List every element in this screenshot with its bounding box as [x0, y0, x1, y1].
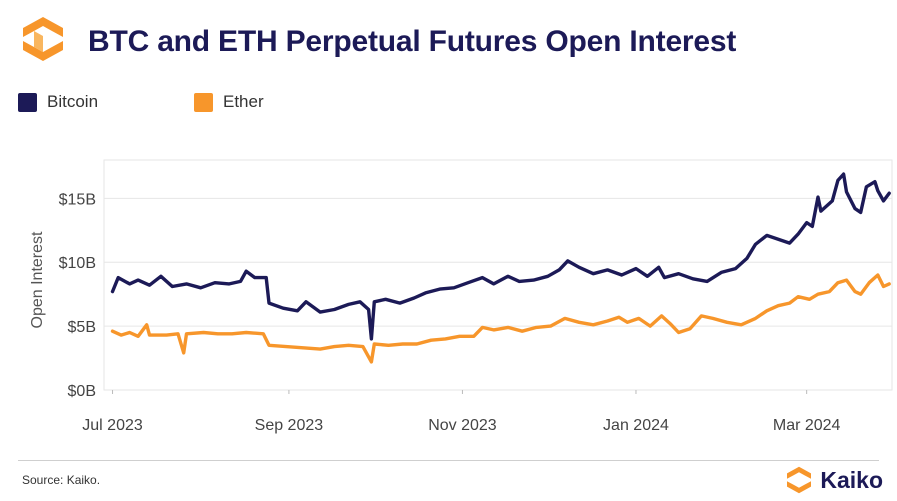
series-line-ether: [110, 273, 891, 364]
brand-name: Kaiko: [820, 466, 883, 493]
chart-header: BTC and ETH Perpetual Futures Open Inter…: [18, 14, 878, 66]
y-axis-ticks: $0B $5B $10B $15B: [59, 191, 96, 400]
y-axis-label: Open Interest: [29, 231, 46, 329]
chart-area: $0B $5B $10B $15B Jul 2023 Sep 2023 Nov 2023 J…: [0, 150, 897, 445]
legend-item-bitcoin: Bitcoin: [18, 92, 98, 112]
x-tick-label: Jul 2023: [82, 417, 143, 434]
brand-mark: Kaiko: [784, 462, 883, 498]
series-line-bitcoin: [110, 172, 891, 341]
x-axis-ticks: Jul 2023 Sep 2023 Nov 2023 Jan 2024 Mar 2024: [82, 390, 841, 434]
legend-label-bitcoin: Bitcoin: [47, 92, 99, 111]
kaiko-logo-icon: [23, 17, 63, 61]
y-tick-label: $10B: [59, 255, 96, 272]
x-tick-label: Mar 2024: [773, 417, 841, 434]
footer-divider: [18, 460, 879, 461]
source-note: Source: Kaiko.: [22, 473, 101, 487]
y-tick-label: $5B: [68, 319, 96, 336]
gridlines: [103, 159, 893, 391]
chart-title: BTC and ETH Perpetual Futures Open Inter…: [88, 25, 737, 58]
series-lines: [110, 172, 891, 364]
y-tick-label: $15B: [59, 191, 96, 208]
kaiko-logo-icon: [787, 466, 812, 494]
legend-item-ether: Ether: [194, 92, 264, 112]
line-chart: $0B$5B$10B$15B Jul 2023 Sep 2023 Nov 2023 J…: [29, 159, 893, 434]
x-tick-label: Sep 2023: [255, 417, 324, 434]
x-tick-label: Jan 2024: [603, 417, 669, 434]
legend-label-ether: Ether: [223, 92, 264, 111]
chart-legend: Bitcoin Ether: [18, 92, 418, 120]
plot-frame: [103, 159, 893, 391]
y-tick-label: $0B: [68, 383, 96, 400]
legend-swatch-bitcoin: [18, 92, 37, 112]
x-tick-label: Nov 2023: [428, 417, 497, 434]
legend-swatch-ether: [194, 92, 213, 112]
